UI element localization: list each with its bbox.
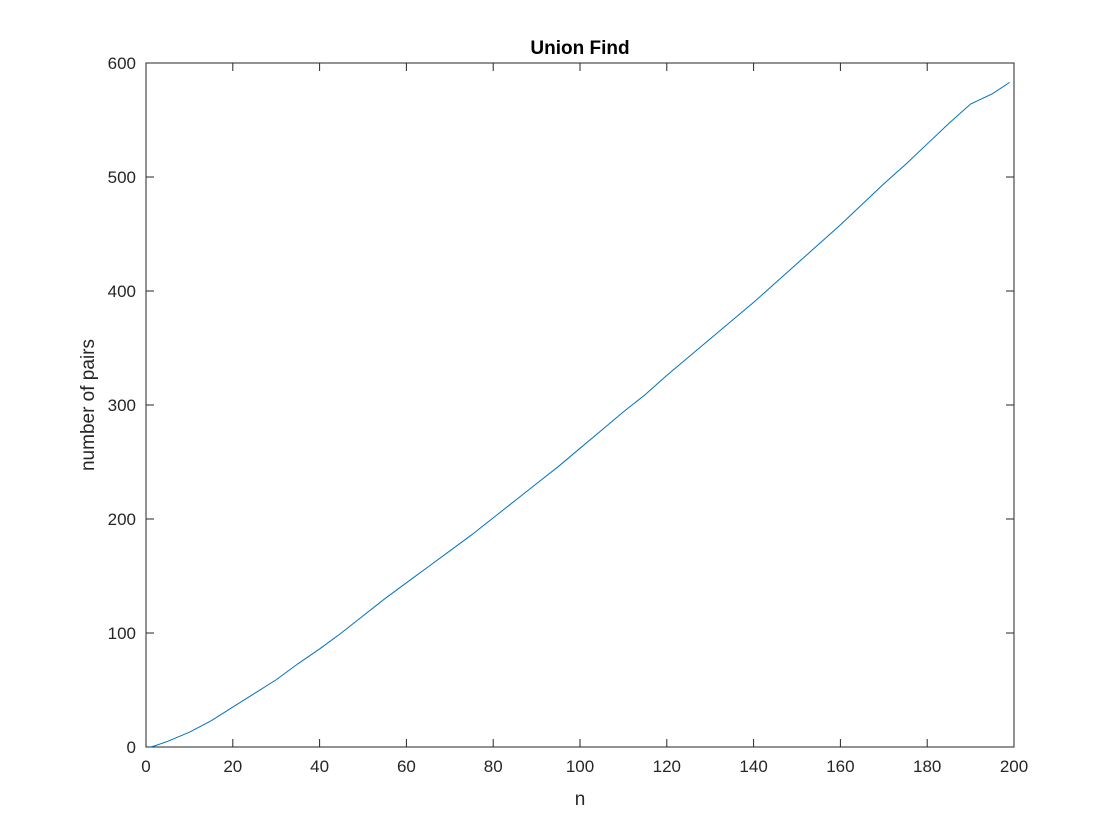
tick-group: 0 20 40 60 80 100 120 140 160 180 200 0 100 200 300 400… <box>108 54 1029 776</box>
x-tick-label: 60 <box>397 757 416 776</box>
x-tick-label: 0 <box>141 757 150 776</box>
x-tick-label: 20 <box>223 757 242 776</box>
x-tick-label: 180 <box>913 757 941 776</box>
y-tick-label: 0 <box>127 738 136 757</box>
x-tick-label: 40 <box>310 757 329 776</box>
y-tick-label: 500 <box>108 168 136 187</box>
x-tick-label: 140 <box>739 757 767 776</box>
y-tick-label: 400 <box>108 282 136 301</box>
series-line <box>150 81 1010 748</box>
y-tick-label: 100 <box>108 624 136 643</box>
x-axis-label: n <box>575 789 586 810</box>
x-tick-label: 200 <box>1000 757 1028 776</box>
x-tick-label: 100 <box>566 757 594 776</box>
axes-box <box>145 62 1015 748</box>
x-tick-label: 160 <box>826 757 854 776</box>
y-axis-label: number of pairs <box>78 339 99 471</box>
y-tick-label: 200 <box>108 510 136 529</box>
y-tick-label: 300 <box>108 396 136 415</box>
y-tick-label: 600 <box>108 54 136 73</box>
x-tick-label: 80 <box>484 757 503 776</box>
x-tick-label: 120 <box>653 757 681 776</box>
chart-title: Union Find <box>530 38 629 59</box>
